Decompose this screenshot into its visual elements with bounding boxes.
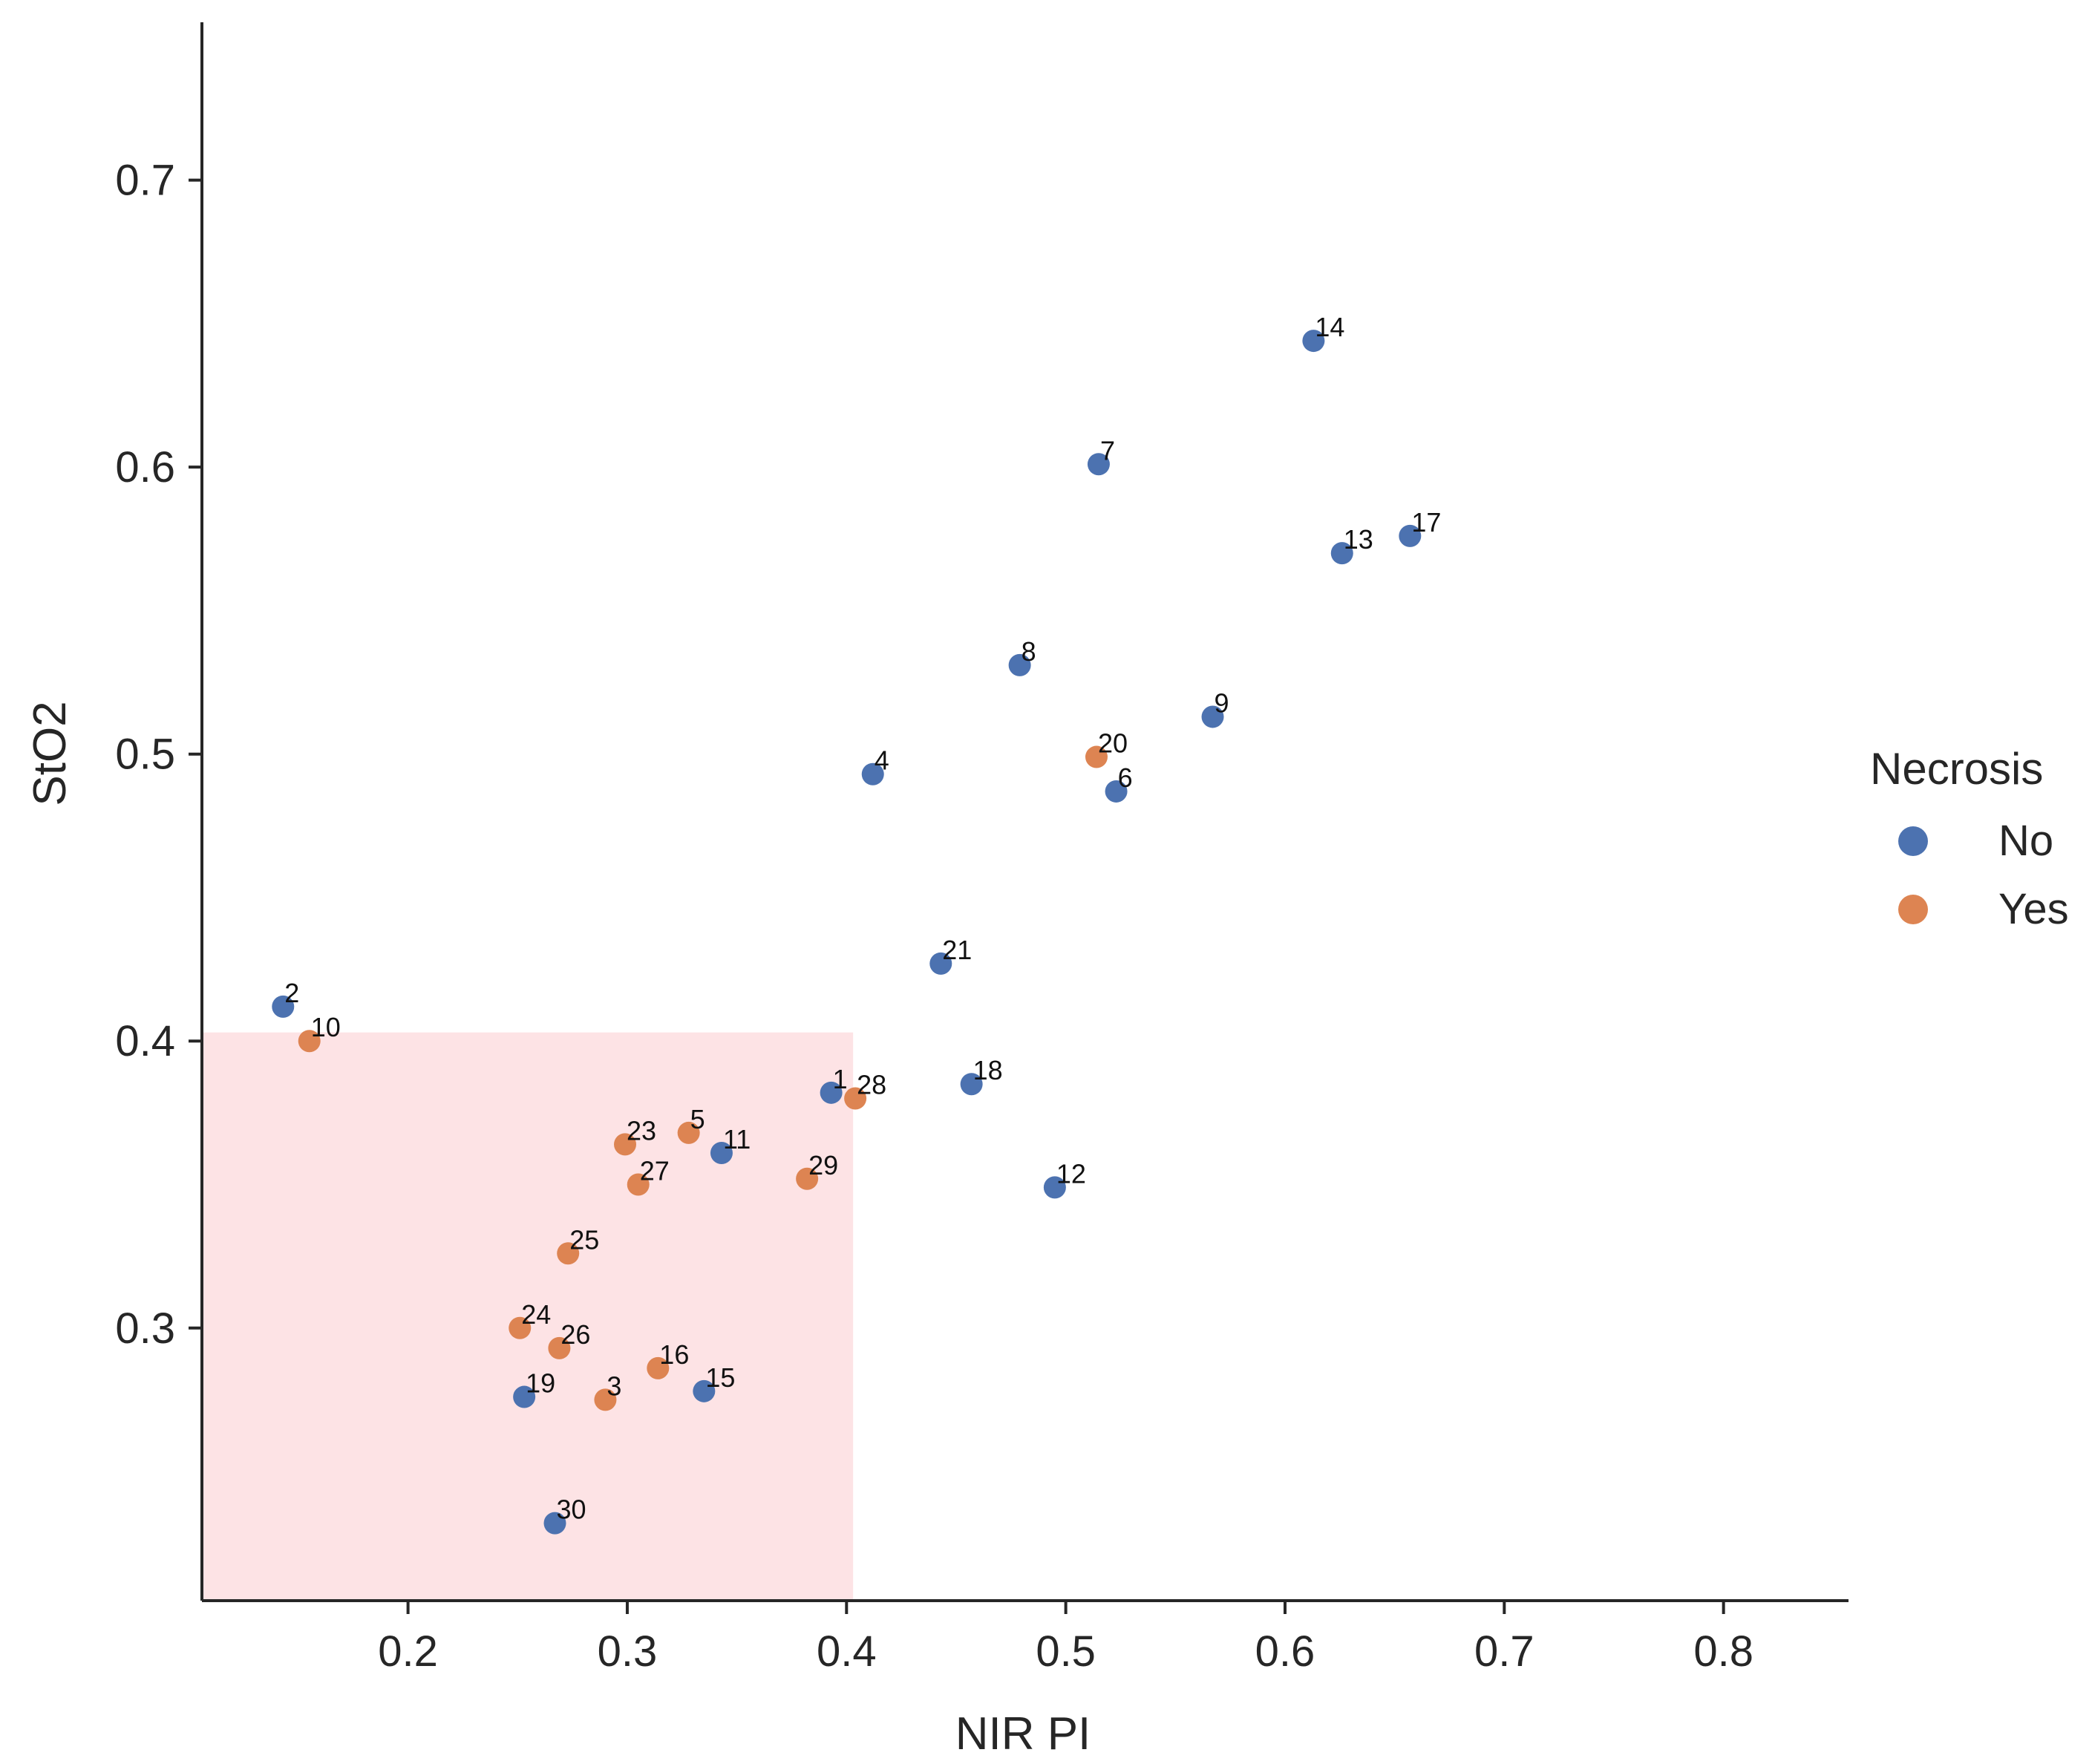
data-point-label-14: 14 xyxy=(1315,312,1344,342)
data-point-label-3: 3 xyxy=(607,1371,621,1401)
y-tick-label: 0.5 xyxy=(115,731,175,779)
data-point-label-30: 30 xyxy=(556,1494,586,1525)
data-point-10 xyxy=(298,1030,321,1053)
legend: Necrosis No Yes xyxy=(1870,744,2069,933)
x-tick-label: 0.6 xyxy=(1255,1627,1315,1676)
data-point-label-13: 13 xyxy=(1344,524,1373,555)
y-tick-label: 0.7 xyxy=(115,157,175,205)
x-tick-label: 0.8 xyxy=(1693,1627,1753,1676)
legend-label-no: No xyxy=(1998,817,2053,865)
data-point-23 xyxy=(614,1133,637,1156)
data-point-3 xyxy=(594,1388,617,1411)
data-point-label-25: 25 xyxy=(569,1224,599,1255)
y-axis-title: StO2 xyxy=(24,701,76,806)
x-tick-label: 0.2 xyxy=(378,1627,438,1676)
data-points xyxy=(272,330,1422,1535)
data-point-labels: 1234567891011121314151617181920212324252… xyxy=(284,312,1441,1525)
data-point-9 xyxy=(1201,705,1224,728)
data-point-label-20: 20 xyxy=(1098,728,1128,759)
legend-label-yes: Yes xyxy=(1998,885,2069,933)
data-point-4 xyxy=(861,762,884,785)
data-point-label-8: 8 xyxy=(1022,636,1036,667)
y-tick-label: 0.4 xyxy=(115,1017,175,1065)
data-point-label-9: 9 xyxy=(1215,687,1229,718)
data-point-20 xyxy=(1085,745,1108,768)
data-point-label-21: 21 xyxy=(942,935,972,965)
data-point-21 xyxy=(929,952,952,975)
data-point-label-28: 28 xyxy=(857,1070,886,1100)
x-axis-title: NIR PI xyxy=(955,1708,1091,1760)
data-point-14 xyxy=(1302,330,1325,353)
data-point-16 xyxy=(647,1356,670,1379)
highlight-region xyxy=(202,1032,854,1601)
data-point-label-27: 27 xyxy=(640,1156,670,1186)
data-point-label-18: 18 xyxy=(973,1055,1003,1085)
x-tick-label: 0.3 xyxy=(598,1627,658,1676)
data-point-15 xyxy=(693,1379,716,1402)
data-point-2 xyxy=(272,995,295,1018)
data-point-24 xyxy=(509,1316,532,1339)
x-axis-ticks: 0.2 0.3 0.4 0.5 0.6 0.7 0.8 xyxy=(378,1601,1753,1676)
data-point-label-7: 7 xyxy=(1100,435,1115,466)
data-point-27 xyxy=(627,1173,650,1196)
data-point-label-15: 15 xyxy=(705,1362,735,1393)
x-tick-label: 0.7 xyxy=(1474,1627,1534,1676)
data-point-13 xyxy=(1330,542,1353,565)
y-tick-label: 0.3 xyxy=(115,1304,175,1353)
data-point-25 xyxy=(557,1242,580,1265)
data-point-label-5: 5 xyxy=(690,1104,705,1134)
data-point-26 xyxy=(548,1336,571,1359)
data-point-label-24: 24 xyxy=(521,1299,551,1330)
data-point-30 xyxy=(543,1512,566,1535)
x-tick-label: 0.5 xyxy=(1036,1627,1096,1676)
data-point-6 xyxy=(1105,780,1128,803)
data-point-18 xyxy=(960,1073,983,1096)
data-point-label-2: 2 xyxy=(284,978,299,1008)
data-point-label-19: 19 xyxy=(526,1368,555,1399)
data-point-label-23: 23 xyxy=(627,1115,656,1146)
data-point-1 xyxy=(820,1081,843,1104)
data-point-label-16: 16 xyxy=(659,1339,689,1370)
data-point-label-1: 1 xyxy=(833,1064,848,1094)
data-point-label-6: 6 xyxy=(1118,762,1133,793)
data-point-29 xyxy=(796,1167,819,1190)
data-point-label-10: 10 xyxy=(311,1012,341,1042)
data-point-8 xyxy=(1008,653,1031,676)
data-point-11 xyxy=(710,1141,733,1164)
legend-marker-yes xyxy=(1898,895,1928,924)
data-point-5 xyxy=(677,1121,700,1144)
x-tick-label: 0.4 xyxy=(817,1627,877,1676)
data-point-label-17: 17 xyxy=(1411,507,1441,538)
data-point-label-29: 29 xyxy=(808,1150,838,1180)
y-axis-ticks: 0.3 0.4 0.5 0.6 0.7 xyxy=(115,157,202,1353)
data-point-7 xyxy=(1087,453,1110,476)
data-point-label-12: 12 xyxy=(1056,1158,1086,1189)
data-point-17 xyxy=(1399,524,1422,547)
highlight-region-layer xyxy=(202,1032,854,1601)
data-point-28 xyxy=(844,1087,867,1110)
axes xyxy=(200,22,1849,1602)
data-point-label-11: 11 xyxy=(723,1124,751,1154)
legend-marker-no xyxy=(1898,826,1928,856)
legend-title: Necrosis xyxy=(1870,744,2043,794)
data-point-19 xyxy=(513,1385,536,1408)
y-tick-label: 0.6 xyxy=(115,443,175,491)
data-point-label-26: 26 xyxy=(560,1319,590,1350)
data-point-label-4: 4 xyxy=(875,745,889,776)
data-point-12 xyxy=(1043,1176,1066,1199)
